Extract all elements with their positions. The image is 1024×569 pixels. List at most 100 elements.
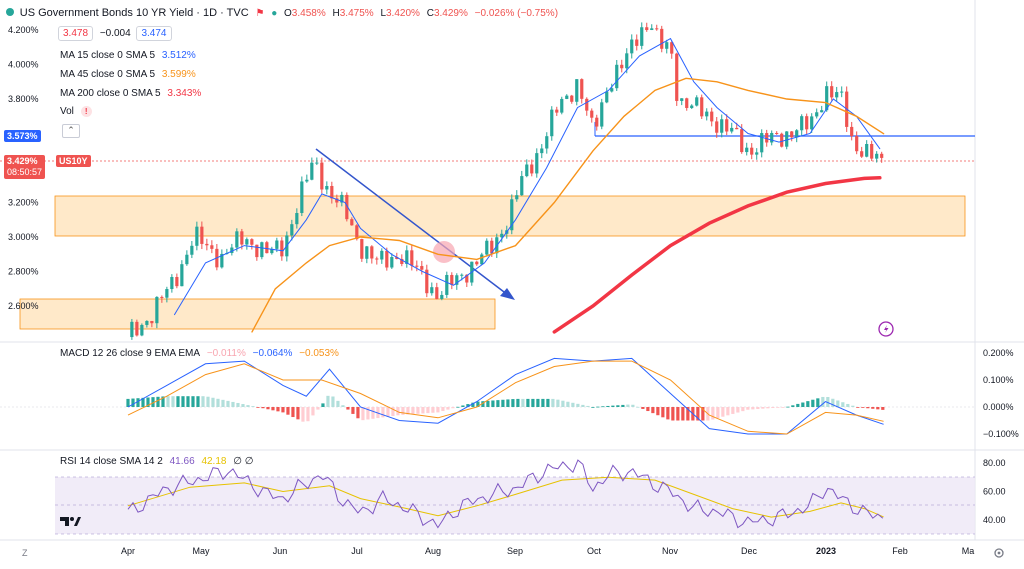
ma200-legend[interactable]: MA 200 close 0 SMA 5 3.343% [60,88,205,99]
candle-body [450,274,454,285]
candle-body [690,105,694,108]
ma15-label: MA 15 close 0 SMA 5 [60,50,156,61]
candle-body [645,27,649,31]
candle-body [210,245,214,249]
candle-body [295,213,299,225]
candle-body [465,274,469,283]
candle-body [550,109,554,137]
macd-hist-bar [601,406,605,408]
macd-hist-bar [536,398,540,407]
candle-body [560,98,564,113]
macd-hist-bar [366,407,370,420]
macd-hist-bar [276,407,280,412]
candle-body [490,240,494,254]
macd-hist-bar [401,407,405,415]
candle-body [705,111,709,117]
vol-legend[interactable]: Vol ! [60,106,96,117]
rsi-line [127,459,884,529]
candle-body [565,95,569,99]
candle-body [175,277,179,287]
rsi-sma-value: 42.18 [201,456,227,467]
macd-hist-bar [821,396,825,407]
bid-box[interactable]: 3.478 [58,26,94,41]
tradingview-logo-icon[interactable] [60,517,81,526]
macd-hist-bar [361,407,365,421]
candle-body [395,257,399,259]
candle-body [570,95,574,102]
ma45-label: MA 45 close 0 SMA 5 [60,69,156,80]
symbol-title[interactable]: US Government Bonds 10 YR Yield · 1D · T… [19,7,249,19]
gear-icon[interactable] [994,548,1004,558]
candle-body [730,127,734,132]
ma15-legend[interactable]: MA 15 close 0 SMA 5 3.512% [60,50,200,61]
macd-hist-bar [266,407,270,410]
candle-body [830,86,834,98]
flag-icon[interactable]: ⚑ [255,8,265,19]
macd-hist-bar [666,407,670,420]
macd-hist-bar [326,395,330,407]
candle-body [760,133,764,153]
macd-hist-bar [166,396,170,407]
candle-body [875,153,879,159]
candle-body [635,39,639,46]
warning-icon[interactable]: ! [80,106,92,117]
candle-body [355,225,359,240]
candle-body [530,164,534,174]
macd-hist-bar [231,401,235,407]
macd-hist-bar [736,407,740,413]
collapse-legend-button[interactable]: ⌃ [62,124,80,138]
candle-body [785,131,789,147]
candle-body [710,111,714,122]
candle-body [810,116,814,130]
macd-hist-bar [816,398,820,407]
macd-hist-bar [176,396,180,407]
macd-hist-bar [781,407,785,408]
candle-body [350,219,354,226]
macd-hist-bar [656,407,660,416]
candle-body [460,274,464,276]
candle-body [795,130,799,138]
x-tick-label: Dec [741,546,758,556]
macd-hist-bar [316,407,320,410]
candle-body [180,264,184,287]
candle-body [860,151,864,157]
candle-body [775,132,779,134]
macd-hist-bar [471,402,475,407]
z-axis-icon[interactable]: Z [22,548,28,558]
ask-box[interactable]: 3.474 [136,26,172,41]
candle-body [325,185,329,190]
macd-hist-bar [801,402,805,407]
macd-hist-bar [851,405,855,407]
ma45-legend[interactable]: MA 45 close 0 SMA 5 3.599% [60,69,200,80]
candle-body [745,147,749,153]
lightning-icon[interactable] [878,321,894,337]
macd-hist-bar [651,407,655,414]
candle-body [380,250,384,260]
macd-hist-bar [731,407,735,414]
rsi-y-tick: 40.00 [983,515,1006,525]
macd-hist-bar [701,407,705,421]
candle-body [715,121,719,133]
candle-body [425,269,429,294]
macd-hist-bar [596,406,600,408]
macd-hist-bar [201,396,205,407]
macd-hist-bar [126,398,130,407]
macd-hist-bar [171,396,175,407]
ohlc-l: L3.420% [380,8,420,19]
macd-hist-bar [611,405,615,407]
rsi-legend[interactable]: RSI 14 close SMA 14 2 41.66 42.18 ∅ ∅ [60,456,257,467]
candle-body [725,119,729,132]
macd-hist-bar [506,399,510,407]
macd-hist-bar [771,407,775,408]
macd-hist-bar [856,407,860,408]
macd-hist-bar [621,404,625,407]
macd-legend[interactable]: MACD 12 26 close 9 EMA EMA −0.011% −0.06… [60,348,343,359]
macd-hist-bar [766,407,770,409]
candle-body [330,185,334,199]
candle-body [610,88,614,92]
candle-body [245,239,249,245]
macd-hist-bar [641,407,645,409]
macd-hist-bar [311,407,315,416]
candle-body [855,136,859,152]
candle-body [695,97,699,106]
